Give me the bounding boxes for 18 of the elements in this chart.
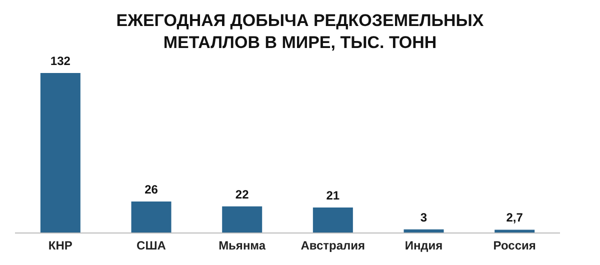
- data-label: 2,7: [506, 210, 524, 225]
- data-label: 132: [50, 54, 71, 68]
- x-tick-label: Мьянма: [218, 238, 266, 253]
- data-label: 3: [420, 210, 428, 224]
- data-label: 21: [326, 188, 340, 203]
- x-tick-label: Индия: [404, 238, 443, 253]
- bar: [312, 208, 353, 233]
- bar: [222, 206, 262, 233]
- bar: [494, 230, 535, 233]
- bar: [40, 73, 80, 233]
- x-tick-label: Австралия: [300, 238, 366, 253]
- x-tick-label: США: [136, 238, 166, 253]
- x-tick-label: КНР: [48, 238, 72, 253]
- x-tick-label: Россия: [493, 238, 536, 253]
- data-label: 22: [235, 187, 250, 202]
- chart-title: ЕЖЕГОДНАЯ ДОБЫЧА РЕДКОЗЕМЕЛЬНЫХ МЕТАЛЛОВ В МИРЕ, ТЫС. ТОНН: [115, 10, 485, 54]
- data-label: 26: [144, 182, 158, 196]
- bar: [131, 201, 172, 233]
